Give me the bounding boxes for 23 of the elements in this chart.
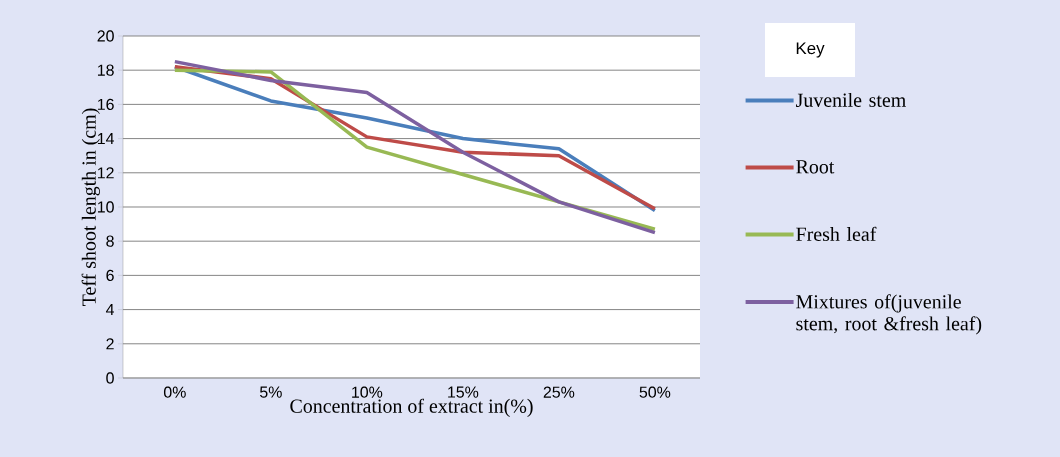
legend-label: Fresh leaf bbox=[796, 226, 877, 241]
y-tick-label: 14 bbox=[97, 133, 115, 145]
y-tick-label: 20 bbox=[97, 30, 114, 42]
x-tick-label: 5% bbox=[259, 386, 282, 398]
x-tick-label: 10% bbox=[352, 386, 383, 398]
y-tick-label: 2 bbox=[106, 338, 114, 350]
legend-label: Mixtures of(juvenile stem, root &fresh leaf) bbox=[796, 294, 982, 335]
legend-label: Root bbox=[796, 160, 835, 174]
y-tick-label: 12 bbox=[97, 167, 114, 179]
x-axis-title: Concentration of extract in(%) bbox=[290, 398, 533, 417]
x-tick-label: 50% bbox=[639, 386, 671, 398]
x-tick-label: 25% bbox=[543, 386, 575, 398]
y-tick-label: 10 bbox=[97, 201, 114, 213]
legend-title: Key bbox=[796, 42, 825, 58]
x-tick-label: 15% bbox=[448, 386, 479, 398]
y-tick-label: 18 bbox=[97, 64, 114, 76]
y-tick-label: 4 bbox=[105, 304, 115, 316]
y-tick-label: 16 bbox=[97, 98, 114, 111]
y-tick-label: 8 bbox=[106, 235, 114, 247]
x-tick-label: 0% bbox=[163, 386, 186, 398]
y-tick-label: 0 bbox=[106, 372, 114, 384]
y-tick-label: 6 bbox=[106, 269, 114, 282]
legend-label: Juvenile stem bbox=[796, 92, 906, 107]
